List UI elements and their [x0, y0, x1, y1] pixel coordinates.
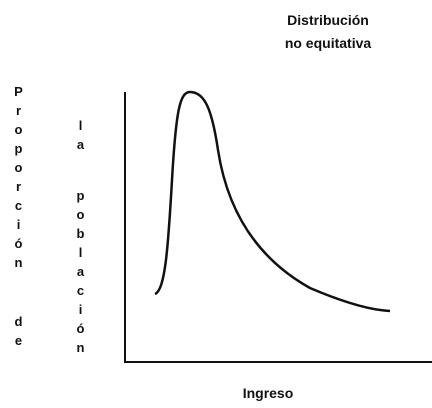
title-line: no equitativa [284, 35, 372, 51]
distribution-curve [154, 90, 391, 313]
y-label-word: de [11, 314, 26, 352]
y-label-word: la [73, 118, 88, 156]
y-label-word: población [73, 188, 88, 359]
x-label: Ingreso [242, 385, 294, 401]
y-label-word: Proporción [11, 84, 26, 274]
title-line: Distribución [287, 12, 369, 28]
